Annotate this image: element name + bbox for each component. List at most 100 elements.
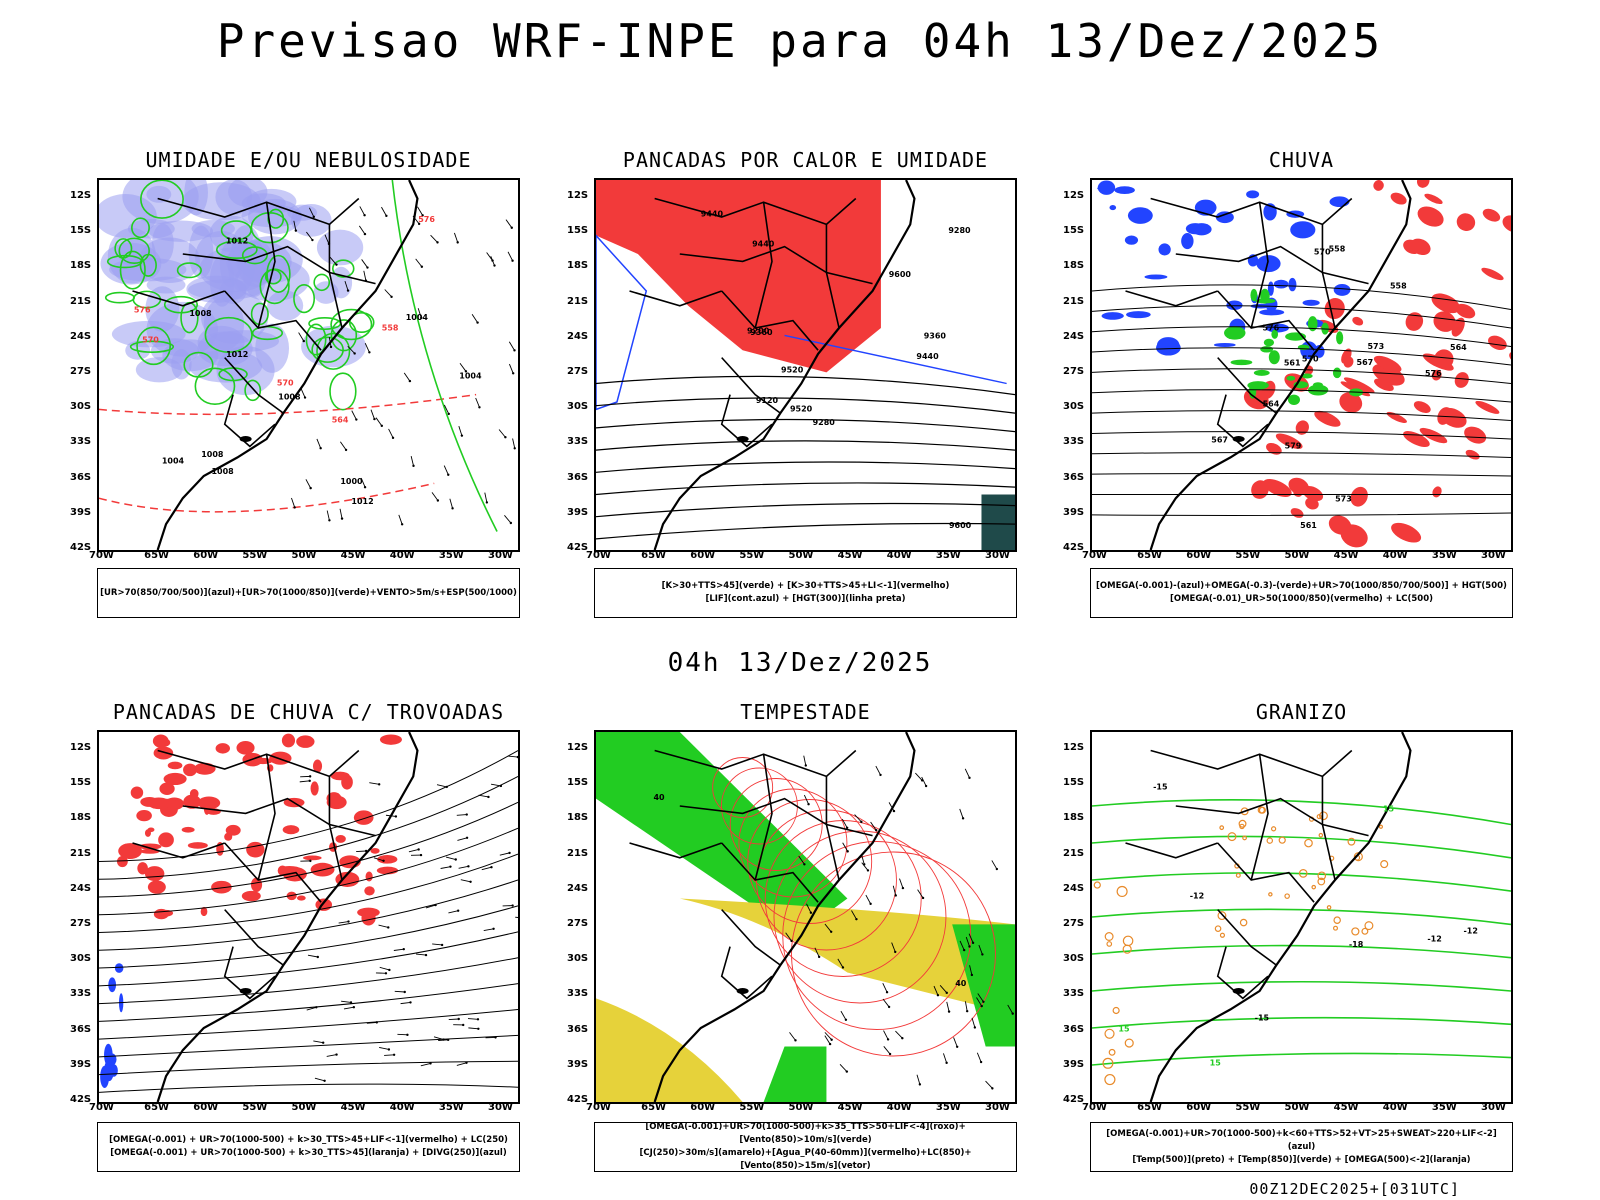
lon-tick-label: 60W [1186, 1102, 1212, 1113]
lon-tick-label: 65W [641, 1102, 667, 1113]
lat-tick-label: 42S [70, 542, 92, 553]
lat-tick-label: 18S [567, 812, 589, 824]
lon-tick-label: 40W [389, 1102, 415, 1113]
lon-tick-label: 50W [291, 1102, 317, 1113]
lat-tick-label: 18S [70, 812, 92, 824]
lat-tick-label: 39S [567, 1058, 589, 1070]
contour-label: 564 [1450, 343, 1467, 352]
contour-label: 9360 [750, 328, 773, 337]
contour-label: 1008 [211, 467, 234, 476]
lat-tick-label: 12S [1063, 190, 1085, 201]
lon-tick-label: 45W [1333, 550, 1359, 561]
contour-label: 9360 [924, 332, 947, 341]
lat-tick-label: 30S [70, 953, 92, 965]
lon-tick-label: 65W [1137, 550, 1163, 561]
p5-legend: [OMEGA(-0.001)+UR>70(1000-500)+k>35_TTS>… [594, 1122, 1017, 1172]
lat-tick-label: 36S [70, 1023, 92, 1035]
lat-tick-label: 30S [567, 401, 589, 413]
p6-map: -12 -15 -12 -15 -18 15 15 15 -12 [1090, 730, 1513, 1104]
contour-label: 1008 [278, 393, 301, 402]
p3-title: CHUVA [1268, 148, 1335, 172]
lon-tick-label: 60W [193, 1102, 219, 1113]
mid-timestamp: 04h 13/Dez/2025 [667, 648, 933, 678]
lat-tick-label: 21S [567, 295, 589, 307]
lon-tick-label: 60W [193, 550, 219, 561]
lon-tick-label: 55W [1235, 1102, 1261, 1113]
lon-tick-label: 30W [1481, 550, 1506, 561]
lat-tick-label: 15S [70, 225, 92, 237]
contour-label: 9200 [747, 327, 770, 336]
lat-tick-label: 36S [1063, 1023, 1085, 1035]
lat-tick-label: 21S [567, 847, 589, 859]
contour-label: 1004 [406, 313, 429, 322]
contour-label: 570 [277, 379, 294, 388]
p2-map: 9600 9520 9440 9440 9360 9280 9200 9120 9600 9520… [594, 178, 1017, 552]
contour-label: 576 [1262, 324, 1279, 333]
lat-tick-label: 21S [70, 295, 92, 307]
contour-label: 570 [142, 335, 159, 344]
p5-title: TEMPESTADE [740, 700, 871, 724]
lon-tick-label: 65W [144, 1102, 170, 1113]
legend-line: [LIF](cont.azul) + [HGT(300)](linha pret… [705, 594, 906, 604]
lon-tick-label: 70W [89, 550, 114, 561]
legend-line: [OMEGA(-0.001) + UR>70(1000-500) + k>30_… [110, 1148, 507, 1158]
lon-tick-label: 30W [488, 550, 513, 561]
lat-tick-label: 33S [70, 988, 92, 1000]
lon-tick-label: 55W [242, 550, 268, 561]
contour-label: 9440 [701, 209, 724, 218]
lon-tick-label: 70W [1082, 550, 1107, 561]
lat-tick-label: 36S [70, 471, 92, 483]
lon-tick-label: 40W [886, 550, 912, 561]
lon-tick-label: 40W [1382, 550, 1408, 561]
legend-line: [UR>70(850/700/500)](azul)+[UR>70(1000/8… [100, 587, 517, 598]
p5-map-canvas: 40 40 [596, 732, 1015, 1102]
lon-tick-label: 30W [1481, 1102, 1506, 1113]
contour-label: 579 [1285, 441, 1302, 450]
lat-tick-label: 15S [1063, 225, 1085, 237]
lon-tick-label: 70W [586, 1102, 611, 1113]
contour-label: 15 [1210, 1059, 1222, 1068]
lat-tick-label: 15S [1063, 777, 1085, 789]
contour-label: -18 [1349, 940, 1364, 949]
lon-tick-label: 70W [89, 1102, 114, 1113]
lat-tick-label: 30S [1063, 401, 1085, 413]
lat-tick-label: 24S [567, 330, 589, 342]
p6-title: GRANIZO [1255, 700, 1348, 724]
lat-tick-label: 18S [70, 260, 92, 272]
contour-label: 1008 [201, 450, 224, 459]
lat-tick-label: 30S [567, 953, 589, 965]
lat-tick-label: 42S [567, 542, 589, 553]
contour-label: 567 [1357, 358, 1374, 367]
contour-label: 576 [1425, 369, 1442, 378]
contour-label: 9120 [756, 396, 779, 405]
contour-label: 1000 [340, 477, 363, 486]
contour-label: 561 [1300, 521, 1317, 530]
contour-label: 558 [1329, 244, 1346, 253]
lat-tick-label: 42S [1063, 1094, 1085, 1105]
lon-tick-label: 50W [788, 550, 814, 561]
p2-title: PANCADAS POR CALOR E UMIDADE [622, 148, 989, 172]
lat-tick-label: 30S [70, 401, 92, 413]
lat-tick-label: 15S [70, 777, 92, 789]
lat-tick-label: 39S [1063, 506, 1085, 518]
contour-label: 9520 [781, 366, 804, 375]
p2-map-canvas: 9600 9520 9440 9440 9360 9280 9200 9120 9600 9520… [596, 180, 1015, 550]
lat-tick-label: 27S [70, 366, 92, 377]
p3-legend: [OMEGA(-0.001)-(azul)+OMEGA(-0.3)-(verde… [1090, 568, 1513, 618]
lon-tick-label: 55W [242, 1102, 268, 1113]
lat-tick-label: 33S [567, 988, 589, 1000]
lat-tick-label: 12S [70, 190, 92, 201]
lon-tick-label: 60W [690, 550, 716, 561]
lat-tick-label: 30S [1063, 953, 1085, 965]
lon-tick-label: 50W [1284, 1102, 1310, 1113]
contour-label: 567 [1211, 435, 1228, 444]
lon-tick-label: 35W [438, 1102, 464, 1113]
contour-label: 9600 [949, 521, 972, 530]
contour-label: 573 [1367, 342, 1384, 351]
lon-tick-label: 35W [1431, 550, 1457, 561]
contour-label: 564 [332, 416, 349, 425]
contour-label: 40 [653, 793, 665, 802]
contour-label: 558 [382, 324, 399, 333]
p1-map: 1012 1012 1008 1008 1004 1000 1004 1012 1008 1008… [97, 178, 520, 552]
lon-tick-label: 30W [985, 1102, 1010, 1113]
